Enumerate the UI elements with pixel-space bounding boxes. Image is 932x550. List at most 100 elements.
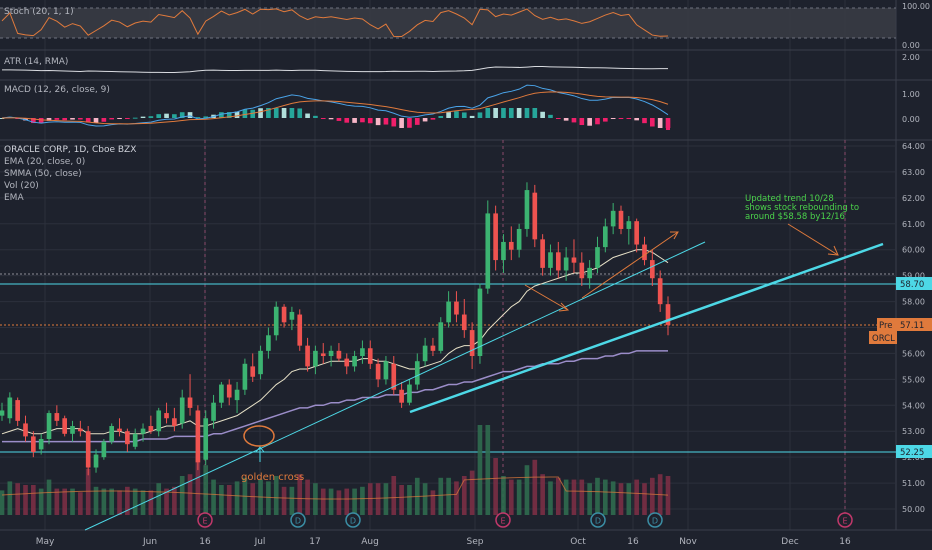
note-line-3: around $58.58 by12/16 bbox=[745, 212, 845, 222]
volume-bar bbox=[626, 483, 632, 515]
candle-body bbox=[360, 348, 365, 357]
smma-50-line bbox=[2, 350, 668, 443]
candle-body bbox=[438, 322, 444, 351]
volume-bar bbox=[446, 477, 451, 515]
candle-body bbox=[203, 418, 209, 460]
macd-histogram-bar bbox=[477, 112, 483, 118]
macd-histogram-bar bbox=[618, 118, 624, 119]
candle-body bbox=[414, 361, 420, 385]
macd-histogram-bar bbox=[289, 108, 295, 118]
x-tick-label-11: 16 bbox=[839, 537, 851, 547]
candle-body bbox=[320, 353, 326, 357]
candle-body bbox=[336, 350, 342, 359]
macd-histogram-bar bbox=[250, 109, 256, 118]
note-arrow-line[interactable] bbox=[787, 223, 839, 256]
macd-histogram-bar bbox=[179, 112, 185, 118]
upper-level-tag: 58.70 bbox=[900, 280, 924, 290]
volume-bar bbox=[109, 488, 115, 515]
macd-histogram-bar bbox=[532, 108, 538, 118]
note-line-1: Updated trend 10/28 bbox=[745, 194, 834, 204]
volume-bar bbox=[485, 425, 491, 515]
macd-histogram-bar bbox=[273, 108, 279, 118]
volume-bar bbox=[375, 483, 381, 515]
long-trendline[interactable] bbox=[84, 241, 706, 531]
candle-body bbox=[407, 384, 412, 403]
candle-body bbox=[383, 361, 389, 380]
pre-value-tag-bg bbox=[896, 318, 932, 331]
macd-histogram-bar bbox=[132, 117, 138, 119]
dividend-marker[interactable] bbox=[590, 512, 606, 528]
volume-bar bbox=[516, 479, 522, 515]
volume-bar bbox=[179, 476, 185, 515]
y-tick-label-5: 59.00 bbox=[902, 272, 925, 281]
candle-body bbox=[642, 244, 647, 261]
volume-bar bbox=[399, 485, 404, 515]
legend-vol: Vol (20) bbox=[4, 181, 39, 191]
volume-bar bbox=[555, 477, 561, 515]
candle-body bbox=[93, 454, 99, 468]
candle-body bbox=[610, 210, 616, 227]
volume-bar bbox=[78, 492, 83, 515]
pre-value-tag: 57.11 bbox=[900, 321, 924, 331]
candle-body bbox=[477, 288, 483, 357]
macd-histogram-bar bbox=[336, 118, 342, 121]
arrow-down-line[interactable] bbox=[524, 284, 569, 311]
candle-body bbox=[508, 241, 514, 250]
candle-body bbox=[125, 431, 130, 445]
earnings-marker[interactable] bbox=[495, 512, 511, 528]
volume-ma-line bbox=[1, 476, 669, 500]
golden-cross-ellipse[interactable] bbox=[243, 425, 275, 447]
stoch-tick-0: 0.00 bbox=[902, 41, 920, 50]
x-tick-label-3: Jul bbox=[254, 537, 266, 547]
earnings-marker[interactable] bbox=[837, 512, 853, 528]
volume-bar bbox=[85, 468, 91, 515]
event-marker-label: D bbox=[595, 517, 601, 526]
volume-bar bbox=[587, 483, 592, 515]
volume-bar bbox=[595, 477, 600, 515]
candle-body bbox=[38, 438, 44, 450]
volume-bar bbox=[203, 465, 209, 515]
volume-bar bbox=[156, 483, 162, 515]
candle-body bbox=[46, 413, 52, 439]
macd-histogram-bar bbox=[187, 112, 193, 118]
candle-body bbox=[454, 301, 459, 315]
earnings-marker[interactable] bbox=[197, 512, 213, 528]
event-marker-label: D bbox=[652, 517, 658, 526]
volume-bar bbox=[125, 486, 130, 515]
candle-body bbox=[156, 410, 162, 432]
candle-body bbox=[555, 252, 561, 271]
macd-histogram-bar bbox=[360, 118, 365, 123]
y-tick-label-2: 62.00 bbox=[902, 194, 925, 203]
candle-body bbox=[328, 350, 334, 357]
arrow-up-line[interactable] bbox=[581, 231, 679, 299]
volume-bar bbox=[0, 490, 5, 515]
y-tick-label-9: 55.00 bbox=[902, 375, 925, 384]
macd-histogram-bar bbox=[148, 116, 154, 118]
stoch-label: Stoch (20, 1, 1) bbox=[4, 7, 74, 17]
macd-histogram-bar bbox=[407, 118, 412, 128]
candle-body bbox=[266, 335, 271, 351]
dividend-marker[interactable] bbox=[290, 512, 306, 528]
candle-body bbox=[430, 345, 436, 351]
macd-histogram-bar bbox=[258, 108, 263, 118]
updated-trendline[interactable] bbox=[409, 242, 884, 414]
volume-bar bbox=[164, 488, 169, 515]
dividend-marker[interactable] bbox=[647, 512, 663, 528]
dividend-marker[interactable] bbox=[345, 512, 361, 528]
volume-bar bbox=[305, 479, 310, 515]
macd-histogram-bar bbox=[125, 118, 130, 119]
volume-bar bbox=[665, 476, 671, 515]
candle-body bbox=[219, 384, 224, 403]
volume-bar bbox=[602, 479, 608, 515]
candle-body bbox=[78, 428, 83, 432]
x-tick-label-9: Nov bbox=[679, 537, 697, 547]
volume-bar bbox=[211, 479, 216, 515]
candle-body bbox=[148, 426, 154, 432]
y-tick-label-4: 60.00 bbox=[902, 246, 925, 255]
candle-body bbox=[281, 306, 287, 323]
y-tick-label-10: 54.00 bbox=[902, 401, 925, 410]
legend-smma50: SMMA (50, close) bbox=[4, 169, 82, 179]
y-tick-label-6: 58.00 bbox=[902, 298, 925, 307]
